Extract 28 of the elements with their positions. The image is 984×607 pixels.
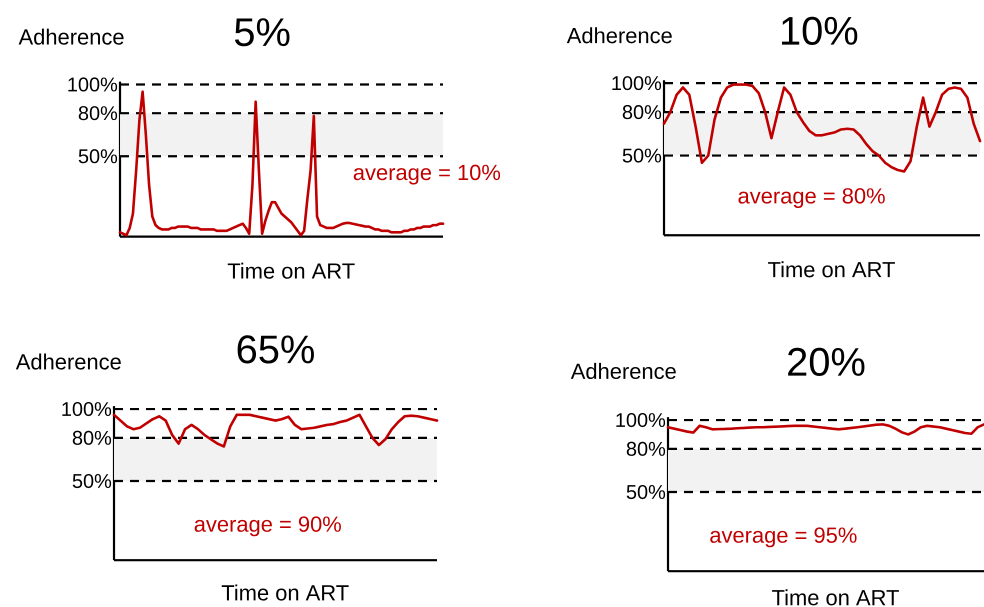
y-tick-label: 100% <box>62 402 112 416</box>
y-tick-label: 80% <box>626 442 666 456</box>
y-tick-label: 100% <box>68 77 118 92</box>
y-tick-label: 80% <box>78 106 118 120</box>
y-tick-label: 80% <box>72 430 112 445</box>
y-tick-label: 100% <box>616 413 666 428</box>
chart-title: 65% <box>238 335 314 364</box>
x-axis-title: Time on ART <box>768 261 895 278</box>
chart-title: 5% <box>234 18 290 46</box>
annotation: average = 10% <box>354 164 500 185</box>
y-tick-label: 50% <box>622 148 662 163</box>
annotation: average = 80% <box>738 188 885 208</box>
y-axis-title: Adherence <box>18 28 124 45</box>
x-axis-title: Time on ART <box>772 589 899 606</box>
y-tick-label: 50% <box>626 484 666 500</box>
x-axis-title: Time on ART <box>222 584 349 601</box>
y-axis-title: Adherence <box>16 353 121 370</box>
annotation: average = 90% <box>194 516 341 536</box>
y-tick-label: 50% <box>72 474 112 488</box>
y-tick-label: 80% <box>622 105 662 120</box>
chart-title: 20% <box>788 348 864 376</box>
x-axis-title: Time on ART <box>228 262 355 279</box>
y-tick-label: 100% <box>612 76 662 90</box>
chart-title: 10% <box>782 16 858 45</box>
y-tick-label: 50% <box>78 149 118 164</box>
y-axis-title: Adherence <box>566 27 672 44</box>
annotation: average = 95% <box>710 527 857 548</box>
y-axis-title: Adherence <box>570 362 676 380</box>
